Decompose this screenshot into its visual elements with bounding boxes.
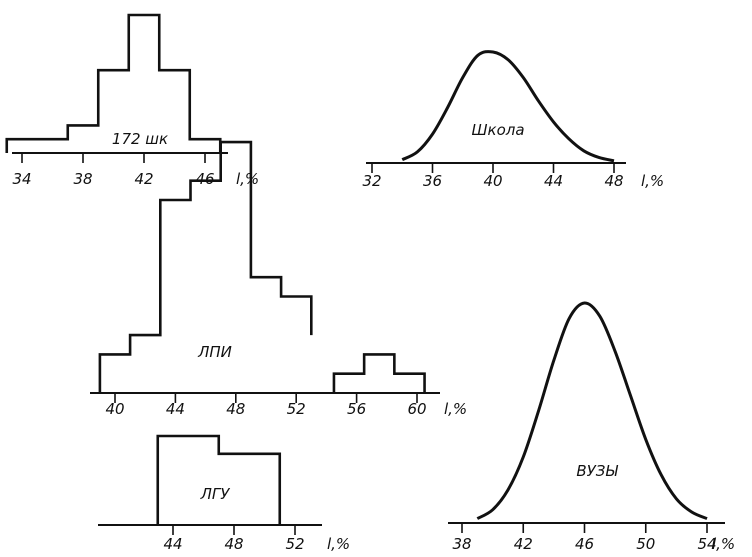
shk-histogram-outline (5, 13, 222, 153)
shkola-tick-label: 48 (604, 172, 623, 190)
vuzy-tick-label: 54 (697, 535, 716, 553)
shk-unit-label: l,% (236, 170, 259, 188)
vuzy-unit-label: l,% (712, 535, 735, 553)
panel-shkola-curve: 32 36 40 44 48 l,% Школа (362, 50, 664, 190)
lpi-tick-label: 52 (287, 400, 306, 418)
shkola-tick-label: 32 (362, 172, 381, 190)
lgu-tick-label: 52 (285, 535, 304, 553)
shk-tick-label: 38 (73, 170, 92, 188)
vuzy-tick-label: 50 (636, 535, 655, 553)
panel-vuzy-curve: 38 42 46 50 54l,% ВУЗЫ (448, 301, 735, 553)
lpi-series-label: ЛПИ (197, 343, 232, 361)
lgu-tick-label: 48 (224, 535, 243, 553)
lpi-histogram-outline (98, 140, 313, 393)
shkola-distribution-curve (401, 50, 615, 163)
shk-tick-label: 34 (12, 170, 31, 188)
lpi-bar (160, 200, 190, 393)
vuzy-series-label: ВУЗЫ (576, 462, 618, 480)
lgu-histogram-outline (156, 434, 282, 525)
lpi-tick-label: 44 (166, 400, 185, 418)
lgu-tick-label: 44 (163, 535, 182, 553)
shk-tick-label: 46 (195, 170, 214, 188)
lpi-bar (251, 277, 281, 393)
shkola-tick-label: 40 (483, 172, 502, 190)
panel-lpi-histogram: 40 44 48 52 56 60 l,% ЛПИ (90, 140, 467, 418)
shkola-tick-label: 44 (544, 172, 563, 190)
lpi-bar (281, 297, 311, 394)
lpi-tick-label: 60 (407, 400, 426, 418)
shkola-series-label: Школа (471, 121, 524, 139)
shkola-tick-label: 36 (423, 172, 442, 190)
shk-bar (190, 139, 221, 153)
panel-shk-histogram: 34 38 42 46 l,% 172 шк (5, 13, 259, 188)
lpi-bar (130, 335, 160, 393)
lpi-bar (100, 354, 130, 393)
lpi-bar (394, 374, 424, 393)
lpi-tick-label: 40 (105, 400, 124, 418)
lpi-tick-label: 56 (347, 400, 366, 418)
shk-bar (68, 125, 99, 153)
panel-lgu-histogram: 44 48 52 l,% ЛГУ (98, 434, 350, 553)
vuzy-tick-label: 46 (575, 535, 594, 553)
vuzy-tick-label: 42 (514, 535, 533, 553)
lgu-series-label: ЛГУ (200, 485, 231, 503)
shk-bar (7, 139, 68, 153)
lgu-bar (158, 436, 219, 525)
lpi-bar (364, 354, 394, 393)
lpi-unit-label: l,% (444, 400, 467, 418)
vuzy-tick-label: 38 (452, 535, 471, 553)
lpi-bar (191, 181, 221, 393)
lpi-bar (334, 374, 364, 393)
shk-series-label: 172 шк (112, 130, 168, 148)
shkola-unit-label: l,% (641, 172, 664, 190)
lgu-unit-label: l,% (327, 535, 350, 553)
vuzy-distribution-curve (476, 301, 708, 520)
lpi-tick-label: 48 (226, 400, 245, 418)
lpi-histogram-tail-outline (332, 353, 426, 393)
shk-tick-label: 42 (134, 170, 153, 188)
